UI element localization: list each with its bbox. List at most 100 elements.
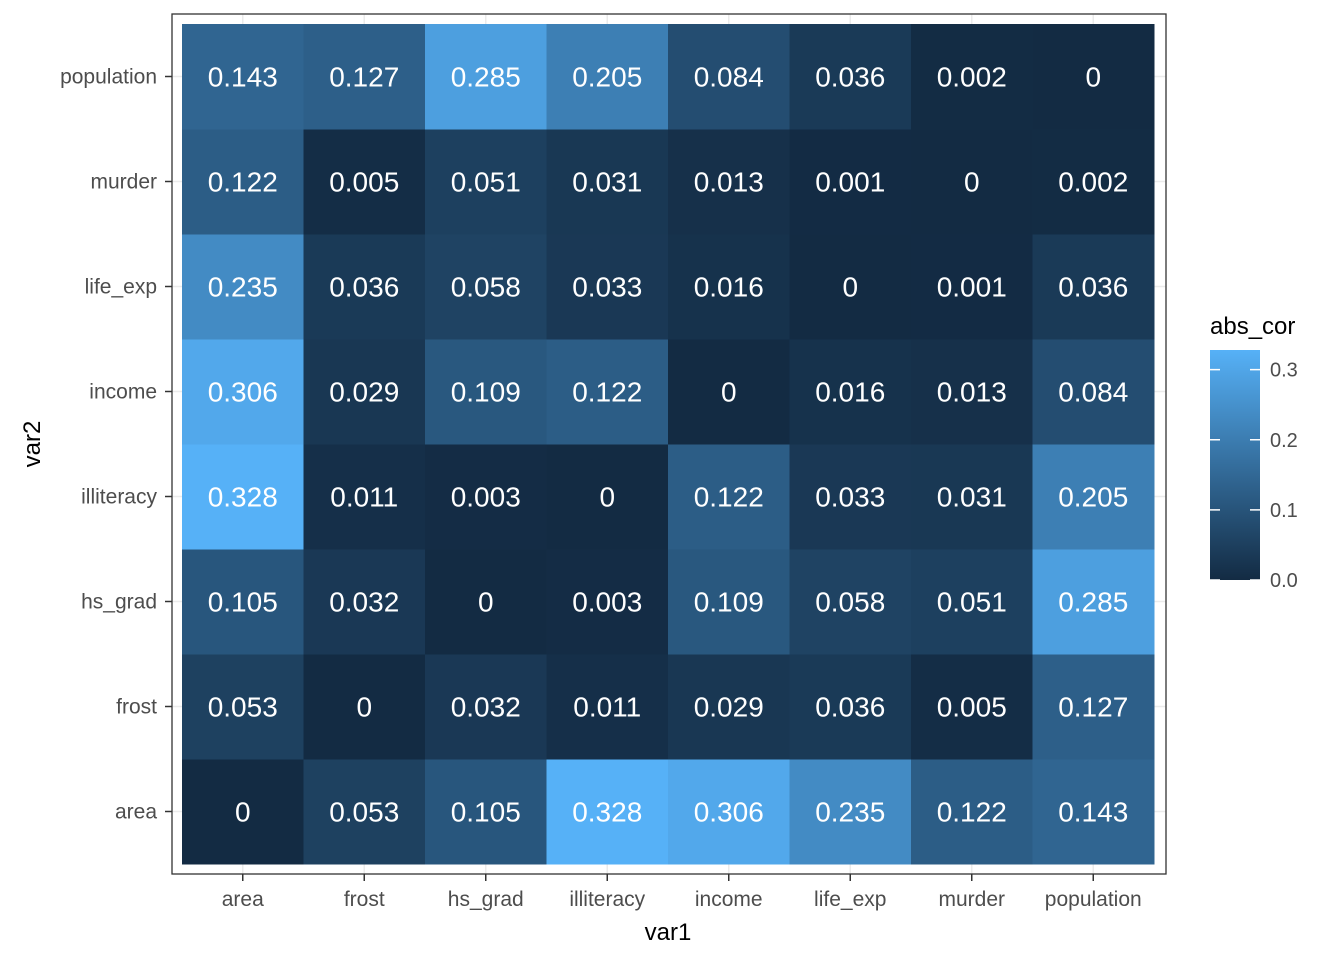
- cell-value-label: 0: [356, 692, 372, 723]
- heatmap-cell: [668, 234, 790, 340]
- cell-value-label: 0.033: [572, 272, 642, 303]
- heatmap-cell: [911, 444, 1033, 550]
- heatmap-cell: [425, 24, 547, 130]
- heatmap-cell: [1032, 444, 1155, 550]
- x-tick-label: income: [695, 888, 763, 911]
- cell-value-label: 0.013: [694, 167, 764, 198]
- heatmap-cell: [668, 129, 790, 235]
- heatmap-cell: [668, 549, 790, 655]
- legend-tick-label: 0.0: [1270, 570, 1298, 592]
- cell-value-label: 0: [721, 377, 737, 408]
- heatmap-cell: [789, 654, 912, 760]
- cell-value-label: 0.053: [329, 797, 399, 828]
- cell-value-label: 0.306: [694, 797, 764, 828]
- heatmap-cell: [303, 24, 426, 130]
- cell-value-label: 0.005: [329, 167, 399, 198]
- heatmap-cell: [911, 24, 1033, 130]
- cell-value-label: 0.011: [330, 482, 398, 513]
- legend-tick-label: 0.2: [1270, 430, 1298, 452]
- x-axis-title: var1: [645, 919, 692, 946]
- heatmap-cell: [182, 759, 304, 865]
- heatmap-cell: [1032, 549, 1155, 655]
- heatmap-cell: [668, 759, 790, 865]
- cell-value-label: 0: [964, 167, 980, 198]
- cell-value-label: 0.003: [572, 587, 642, 618]
- heatmap-cell: [1032, 234, 1155, 340]
- color-legend: abs_cor 0.0 0.1 0.2 0.3: [1210, 313, 1298, 592]
- heatmap-cell: [668, 444, 790, 550]
- heatmap-cell: [303, 444, 426, 550]
- y-tick-label: population: [60, 66, 157, 89]
- x-tick-label: illiteracy: [569, 888, 645, 911]
- cell-value-labels: 0 0.053 0.105 0.328 0.306 0.235 0.122 0.143 0.05…: [208, 62, 1129, 828]
- cell-value-label: 0.285: [451, 62, 521, 93]
- cell-value-label: 0.036: [815, 692, 885, 723]
- y-tick-label: frost: [116, 696, 157, 719]
- legend-ticks: 0.0 0.1 0.2 0.3: [1210, 360, 1298, 592]
- heatmap-cells: [182, 24, 1155, 865]
- cell-value-label: 0.328: [572, 797, 642, 828]
- cell-value-label: 0.011: [573, 692, 641, 723]
- cell-value-label: 0.205: [1058, 482, 1128, 513]
- heatmap-cell: [182, 234, 304, 340]
- x-tick-label: hs_grad: [448, 888, 524, 911]
- cell-value-label: 0.013: [937, 377, 1007, 408]
- cell-value-label: 0.105: [451, 797, 521, 828]
- heatmap-cell: [1032, 129, 1155, 235]
- heatmap-cell: [182, 339, 304, 445]
- heatmap-cell: [303, 129, 426, 235]
- cell-value-label: 0.036: [1058, 272, 1128, 303]
- y-tick-label: income: [89, 381, 157, 404]
- heatmap-cell: [668, 24, 790, 130]
- heatmap-cell: [182, 24, 304, 130]
- heatmap-cell: [303, 654, 426, 760]
- heatmap-cell: [303, 759, 426, 865]
- x-axis: area frost hs_grad illiteracy income life_exp…: [222, 874, 1142, 911]
- cell-value-label: 0.058: [451, 272, 521, 303]
- cell-value-label: 0.328: [208, 482, 278, 513]
- heatmap-cell: [668, 654, 790, 760]
- heatmap-cell: [425, 234, 547, 340]
- cell-value-label: 0.109: [451, 377, 521, 408]
- heatmap-cell: [303, 339, 426, 445]
- panel-border: [171, 13, 1167, 875]
- x-tick-label: frost: [344, 888, 385, 911]
- heatmap-cell: [789, 444, 912, 550]
- cell-value-label: 0.127: [329, 62, 399, 93]
- cell-value-label: 0: [235, 797, 251, 828]
- cell-value-label: 0.053: [208, 692, 278, 723]
- heatmap-cell: [911, 129, 1033, 235]
- cell-value-label: 0.306: [208, 377, 278, 408]
- cell-value-label: 0.036: [329, 272, 399, 303]
- cell-value-label: 0.122: [572, 377, 642, 408]
- heatmap-cell: [425, 129, 547, 235]
- cell-value-label: 0.002: [1058, 167, 1128, 198]
- cell-value-label: 0.029: [694, 692, 764, 723]
- heatmap-cell: [789, 759, 912, 865]
- heatmap-cell: [425, 759, 547, 865]
- heatmap-cell: [546, 654, 669, 760]
- cell-value-label: 0.036: [815, 62, 885, 93]
- cell-value-label: 0.032: [329, 587, 399, 618]
- heatmap-cell: [182, 444, 304, 550]
- heatmap-cell: [546, 444, 669, 550]
- cell-value-label: 0.016: [815, 377, 885, 408]
- heatmap-cell: [789, 24, 912, 130]
- x-tick-label: population: [1045, 888, 1142, 911]
- heatmap-cell: [546, 24, 669, 130]
- cell-value-label: 0.122: [208, 167, 278, 198]
- cell-value-label: 0.031: [572, 167, 642, 198]
- y-tick-label: life_exp: [85, 276, 157, 299]
- cell-value-label: 0.084: [694, 62, 764, 93]
- cell-value-label: 0.285: [1058, 587, 1128, 618]
- heatmap-cell: [546, 339, 669, 445]
- cell-value-label: 0.002: [937, 62, 1007, 93]
- cell-value-label: 0.105: [208, 587, 278, 618]
- heatmap-cell: [1032, 654, 1155, 760]
- cell-value-label: 0.016: [694, 272, 764, 303]
- cell-value-label: 0.127: [1058, 692, 1128, 723]
- heatmap-cell: [182, 654, 304, 760]
- cell-value-label: 0.122: [937, 797, 1007, 828]
- heatmap-cell: [911, 234, 1033, 340]
